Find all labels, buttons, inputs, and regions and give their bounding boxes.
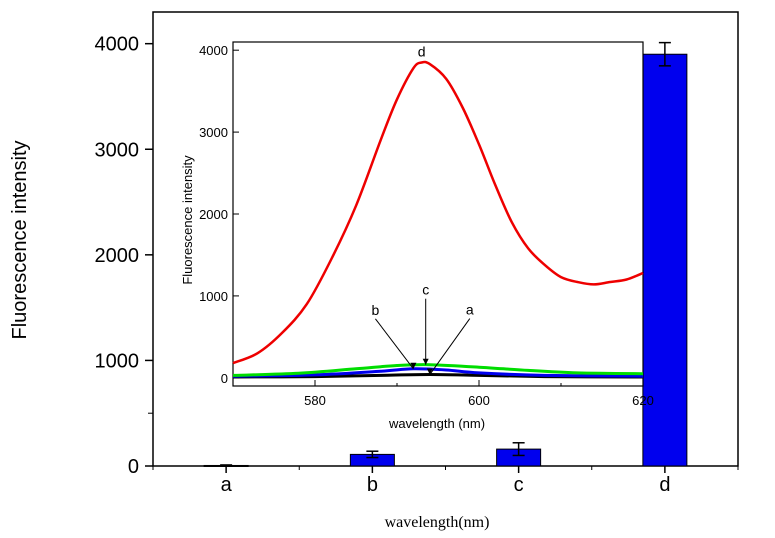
inset-y-axis-label: Fluorescence intensity xyxy=(180,155,195,285)
inset-y-tick-label: 3000 xyxy=(199,125,228,140)
inset-x-axis-label: wavelength (nm) xyxy=(388,416,485,431)
main-y-tick-label: 3000 xyxy=(95,139,140,161)
annotation-label-d: d xyxy=(418,43,426,59)
series-line-c xyxy=(232,363,644,377)
main-x-tick-label: c xyxy=(514,474,524,496)
inset-background xyxy=(233,42,643,386)
main-y-axis-label: Fluorescence intensity xyxy=(9,141,31,340)
annotation-pointer-b xyxy=(375,318,414,370)
main-x-tick-label: a xyxy=(221,474,233,496)
annotation-arrowhead-b xyxy=(410,362,417,369)
inset-line-chart: Fluorescence intensity wavelength (nm) 0… xyxy=(180,41,654,431)
main-y-tick-label: 0 xyxy=(128,456,139,478)
inset-y-tick-label: 4000 xyxy=(199,43,228,58)
inset-x-tick-label: 600 xyxy=(468,393,490,408)
annotation-arrowhead-a xyxy=(426,368,433,375)
inset-y-tick-label: 2000 xyxy=(199,207,228,222)
inset-y-tick-label: 0 xyxy=(221,371,228,386)
annotation-label-a: a xyxy=(466,302,474,318)
inset-x-tick-label: 580 xyxy=(304,393,326,408)
inset-y-tick-label: 1000 xyxy=(199,289,228,304)
bar-d xyxy=(642,53,688,467)
main-x-axis-label: wavelength(nm) xyxy=(385,514,490,531)
main-y-tick-label: 4000 xyxy=(95,34,140,56)
main-x-tick-label: b xyxy=(367,474,378,496)
annotation-label-c: c xyxy=(422,282,429,298)
inset-x-tick-label: 620 xyxy=(632,393,654,408)
main-y-tick-label: 2000 xyxy=(95,245,140,267)
series-line-d xyxy=(232,60,644,365)
main-x-tick-label: d xyxy=(659,474,670,496)
annotation-pointer-a xyxy=(429,318,471,375)
annotation-arrowhead-c xyxy=(422,358,429,365)
main-bar-chart: Fluorescence intensity wavelength(nm) 0 1… xyxy=(9,11,739,531)
annotation-label-b: b xyxy=(372,302,380,318)
main-y-tick-label: 1000 xyxy=(95,350,140,372)
